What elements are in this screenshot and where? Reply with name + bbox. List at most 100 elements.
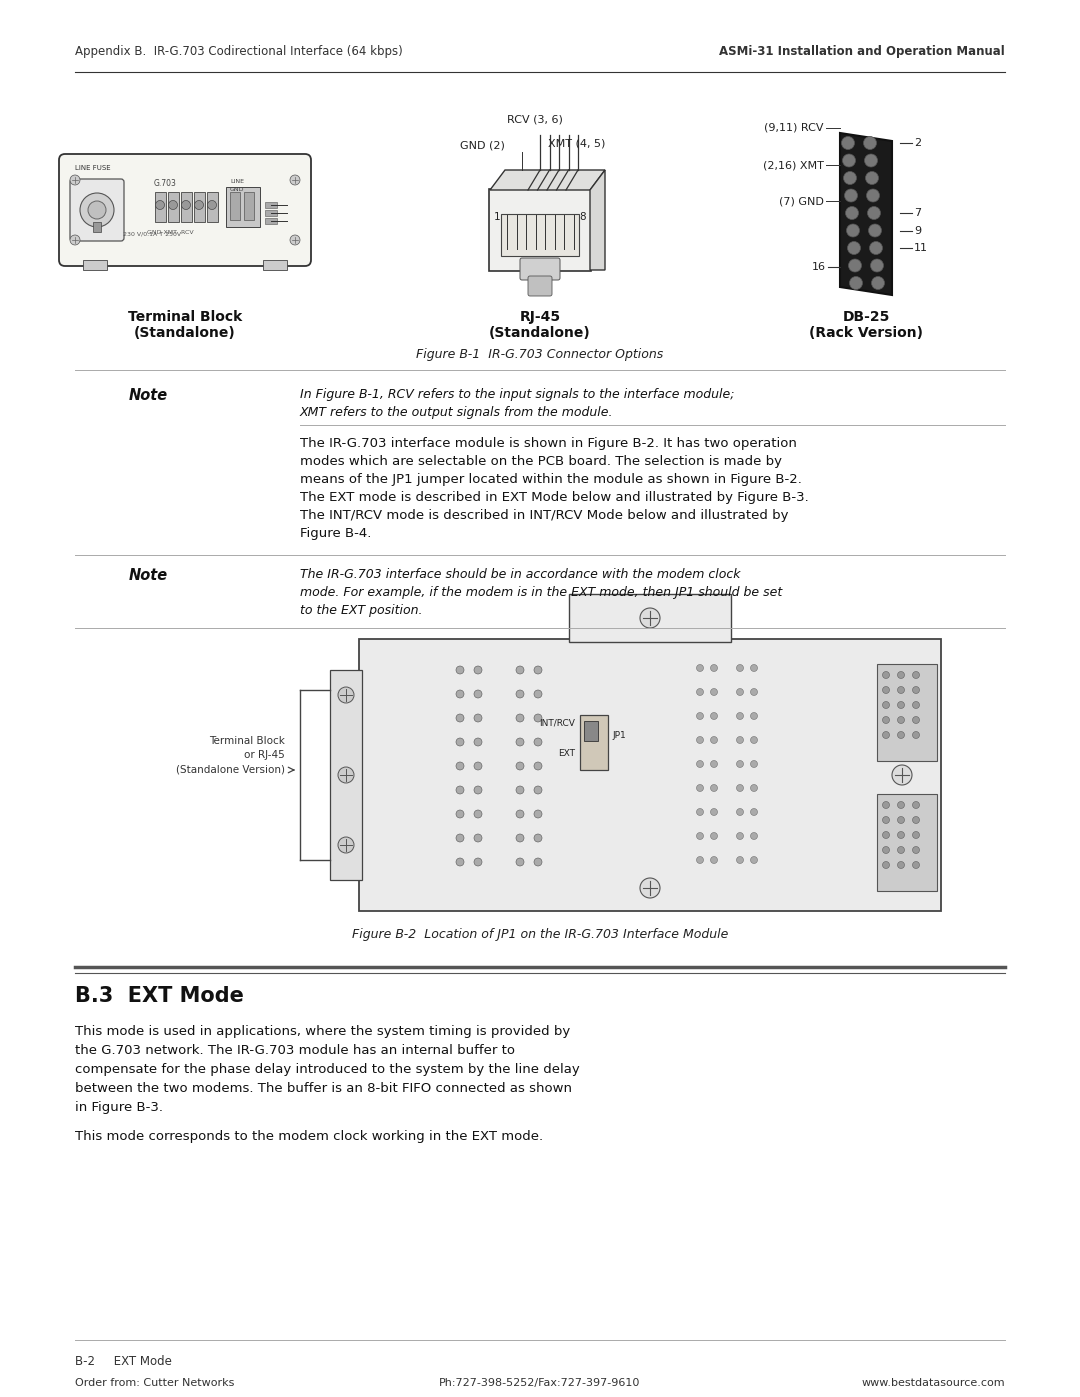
Polygon shape — [490, 170, 605, 190]
Circle shape — [737, 833, 743, 840]
Circle shape — [842, 154, 855, 168]
Circle shape — [80, 193, 114, 226]
Text: modes which are selectable on the PCB board. The selection is made by: modes which are selectable on the PCB bo… — [300, 455, 782, 468]
Text: 1: 1 — [494, 212, 501, 222]
Circle shape — [864, 137, 877, 149]
FancyBboxPatch shape — [569, 594, 731, 643]
Circle shape — [291, 235, 300, 244]
Text: 11: 11 — [914, 243, 928, 253]
Text: B-2     EXT Mode: B-2 EXT Mode — [75, 1355, 172, 1368]
Circle shape — [751, 736, 757, 743]
Circle shape — [841, 137, 854, 149]
Text: RCV (3, 6): RCV (3, 6) — [508, 115, 563, 124]
Circle shape — [897, 816, 905, 823]
Circle shape — [897, 686, 905, 693]
Circle shape — [913, 831, 919, 838]
Circle shape — [865, 172, 878, 184]
Circle shape — [737, 760, 743, 767]
Polygon shape — [590, 170, 605, 270]
Circle shape — [534, 714, 542, 722]
Text: between the two modems. The buffer is an 8-bit FIFO connected as shown: between the two modems. The buffer is an… — [75, 1083, 572, 1095]
Circle shape — [897, 831, 905, 838]
Circle shape — [516, 761, 524, 770]
Text: JP1: JP1 — [612, 731, 625, 739]
Circle shape — [534, 666, 542, 673]
Polygon shape — [840, 133, 892, 295]
Circle shape — [711, 712, 717, 719]
Circle shape — [882, 672, 890, 679]
Circle shape — [882, 686, 890, 693]
Text: This mode is used in applications, where the system timing is provided by: This mode is used in applications, where… — [75, 1025, 570, 1038]
Text: (Standalone): (Standalone) — [134, 326, 235, 339]
Circle shape — [737, 785, 743, 792]
Circle shape — [338, 687, 354, 703]
Circle shape — [70, 235, 80, 244]
Circle shape — [474, 810, 482, 819]
Text: 230 V/0.1A T 250V: 230 V/0.1A T 250V — [123, 232, 181, 237]
Circle shape — [849, 258, 862, 272]
Bar — [330, 671, 362, 880]
Circle shape — [87, 201, 106, 219]
Circle shape — [474, 690, 482, 698]
Circle shape — [697, 689, 703, 696]
Circle shape — [913, 816, 919, 823]
Circle shape — [737, 736, 743, 743]
Circle shape — [474, 834, 482, 842]
Circle shape — [456, 858, 464, 866]
Circle shape — [534, 858, 542, 866]
Circle shape — [897, 672, 905, 679]
Circle shape — [897, 862, 905, 869]
Circle shape — [867, 207, 880, 219]
Text: The INT/RCV mode is described in INT/RCV Mode below and illustrated by: The INT/RCV mode is described in INT/RCV… — [300, 509, 788, 522]
Circle shape — [516, 858, 524, 866]
Text: the G.703 network. The IR-G.703 module has an internal buffer to: the G.703 network. The IR-G.703 module h… — [75, 1044, 515, 1058]
Circle shape — [751, 856, 757, 863]
Circle shape — [737, 856, 743, 863]
Text: Note: Note — [129, 569, 167, 583]
Bar — [83, 260, 107, 270]
Text: GND (2): GND (2) — [460, 140, 505, 149]
Text: Terminal Block
or RJ-45
(Standalone Version): Terminal Block or RJ-45 (Standalone Vers… — [176, 736, 285, 774]
Circle shape — [474, 787, 482, 793]
Circle shape — [516, 714, 524, 722]
Circle shape — [892, 766, 912, 785]
Text: Appendix B.  IR-G.703 Codirectional Interface (64 kbps): Appendix B. IR-G.703 Codirectional Inter… — [75, 45, 403, 59]
Text: ASMi-31 Installation and Operation Manual: ASMi-31 Installation and Operation Manua… — [719, 45, 1005, 59]
Circle shape — [711, 736, 717, 743]
Text: means of the JP1 jumper located within the module as shown in Figure B-2.: means of the JP1 jumper located within t… — [300, 474, 801, 486]
Circle shape — [207, 201, 216, 210]
Circle shape — [913, 717, 919, 724]
Text: RJ-45: RJ-45 — [519, 310, 561, 324]
Text: LINE: LINE — [230, 179, 244, 184]
Circle shape — [456, 834, 464, 842]
Text: Figure B-2  Location of JP1 on the IR-G.703 Interface Module: Figure B-2 Location of JP1 on the IR-G.7… — [352, 928, 728, 942]
Circle shape — [882, 717, 890, 724]
Circle shape — [848, 242, 861, 254]
Text: (Standalone): (Standalone) — [489, 326, 591, 339]
Text: B.3  EXT Mode: B.3 EXT Mode — [75, 986, 244, 1006]
Circle shape — [882, 802, 890, 809]
Circle shape — [866, 189, 879, 203]
Circle shape — [338, 767, 354, 782]
Text: Terminal Block: Terminal Block — [127, 310, 242, 324]
Circle shape — [737, 712, 743, 719]
Circle shape — [751, 809, 757, 816]
Circle shape — [474, 761, 482, 770]
FancyBboxPatch shape — [519, 258, 561, 279]
Text: The EXT mode is described in EXT Mode below and illustrated by Figure B-3.: The EXT mode is described in EXT Mode be… — [300, 490, 809, 504]
Text: Figure B-1  IR-G.703 Connector Options: Figure B-1 IR-G.703 Connector Options — [417, 348, 663, 360]
Circle shape — [897, 847, 905, 854]
Circle shape — [697, 833, 703, 840]
Text: GND XMT  RCV: GND XMT RCV — [147, 231, 193, 235]
Circle shape — [534, 761, 542, 770]
Circle shape — [194, 201, 203, 210]
Bar — [264, 260, 287, 270]
Circle shape — [870, 258, 883, 272]
Circle shape — [913, 686, 919, 693]
Text: Note: Note — [129, 388, 167, 402]
FancyBboxPatch shape — [359, 638, 941, 911]
Text: G.703: G.703 — [153, 179, 176, 189]
Circle shape — [697, 712, 703, 719]
Circle shape — [737, 689, 743, 696]
Circle shape — [864, 154, 877, 168]
